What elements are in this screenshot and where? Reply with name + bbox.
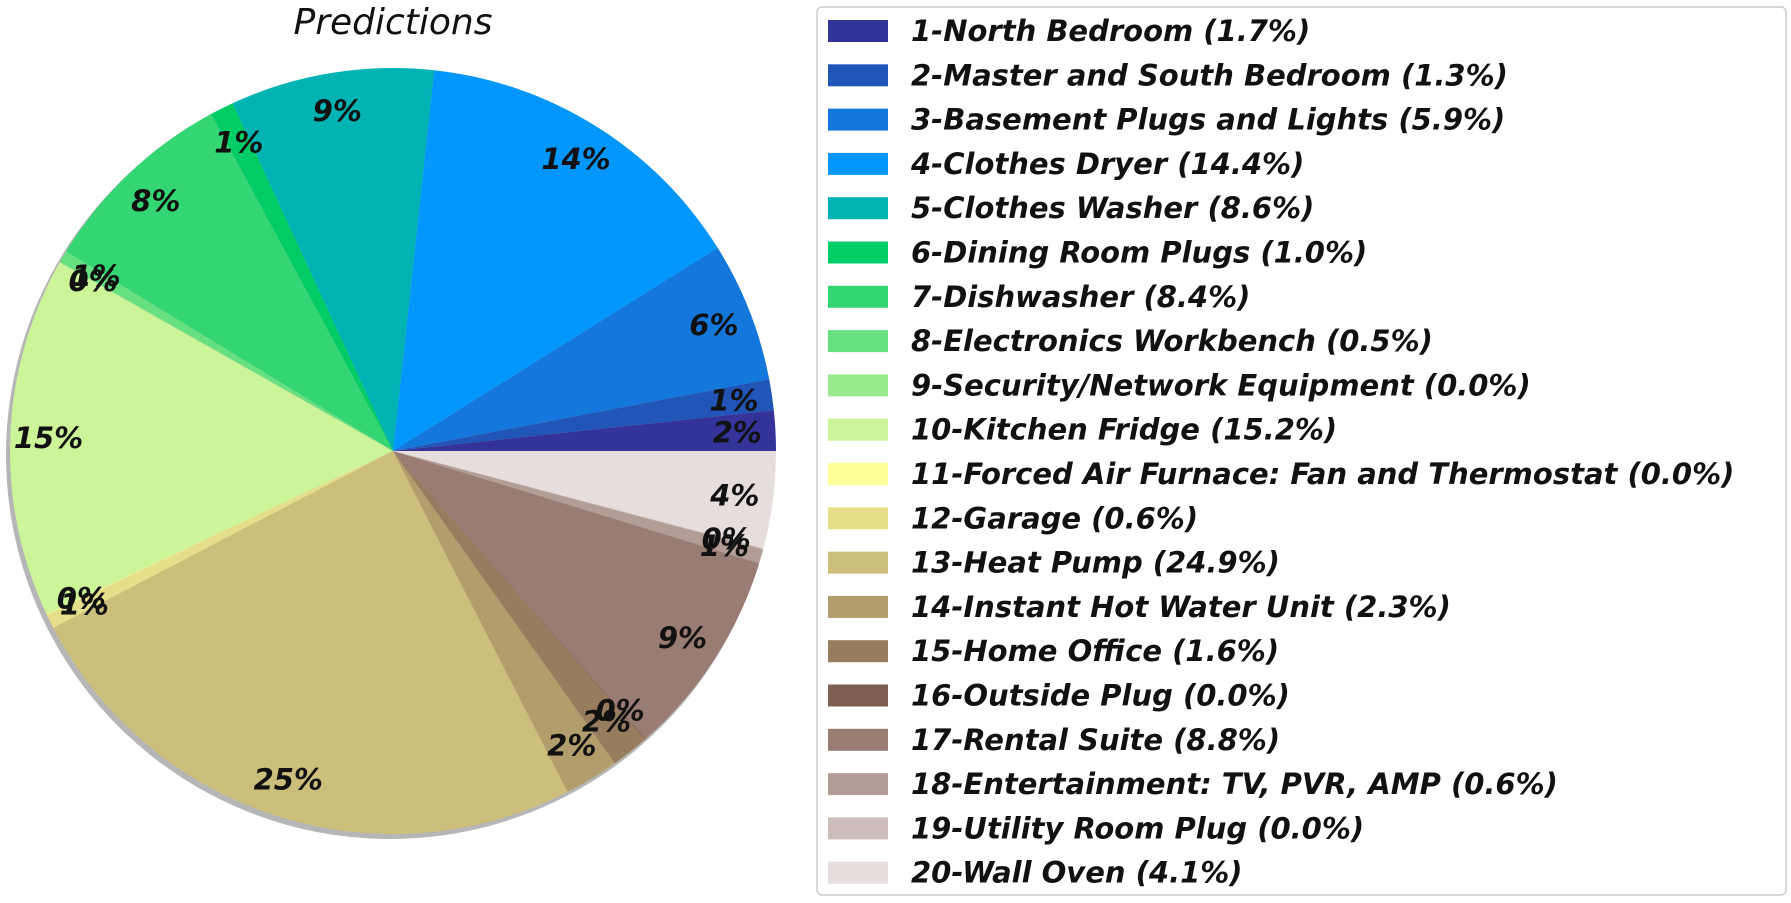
pie-slice (393, 451, 760, 739)
legend-swatch (828, 241, 888, 264)
pie-slice (393, 70, 718, 452)
pie-slice (393, 451, 764, 564)
legend-label: 3-Basement Plugs and Lights (5.9%) (911, 103, 1505, 137)
legend-swatch (828, 197, 888, 220)
pie-slice (211, 103, 393, 451)
slice-label: 1% (214, 126, 263, 160)
legend-label: 14-Instant Hot Water Unit (2.3%) (911, 590, 1451, 624)
slice-label: 1% (71, 259, 120, 293)
pie-slice (232, 67, 435, 451)
legend-label: 5-Clothes Washer (8.6%) (911, 191, 1314, 225)
pie-slice (393, 451, 776, 549)
legend-label: 16-Outside Plug (0.0%) (911, 679, 1290, 713)
legend-label: 8-Electronics Workbench (0.5%) (911, 324, 1433, 358)
legend-label: 6-Dining Room Plugs (1.0%) (911, 236, 1367, 270)
pie-slice (393, 379, 774, 451)
legend-label: 12-Garage (0.6%) (911, 501, 1198, 535)
legend-swatch (828, 507, 888, 530)
legend-swatch (828, 595, 888, 618)
legend-swatch (828, 285, 888, 308)
legend-label: 15-Home Office (1.6%) (911, 634, 1279, 668)
pie-slice (9, 262, 393, 615)
slice-label: 8% (131, 184, 180, 218)
slice-label: 9% (658, 621, 707, 655)
legend-box (816, 6, 1787, 896)
legend-label: 11-Forced Air Furnace: Fan and Thermosta… (911, 457, 1734, 491)
slice-label: 4% (709, 478, 759, 512)
pie-slice (60, 251, 393, 451)
slice-label: 2% (713, 416, 762, 450)
legend-swatch (828, 418, 888, 441)
legend-label: 7-Dishwasher (8.4%) (911, 280, 1250, 314)
legend-swatch (828, 728, 888, 751)
pie-slice (59, 261, 393, 451)
pie-slice (393, 451, 646, 740)
slice-label: 1% (60, 588, 109, 622)
slice-label: 1% (709, 383, 758, 417)
legend-swatch (828, 20, 888, 42)
pie-slice (393, 451, 645, 764)
legend-swatch (828, 817, 888, 840)
legend-swatch (828, 330, 888, 353)
legend-swatch (828, 861, 888, 884)
slice-label: 0% (57, 581, 106, 615)
legend-swatch (828, 463, 888, 485)
legend-label: 1-North Bedroom (1.7%) (911, 14, 1310, 48)
legend-swatch (828, 551, 888, 574)
pie-slice (53, 451, 568, 834)
legend-label: 9-Security/Network Equipment (0.0%) (911, 368, 1531, 402)
pie-slice (393, 410, 776, 451)
legend-label: 4-Clothes Dryer (14.4%) (910, 147, 1304, 181)
pie-slice (46, 451, 394, 616)
chart-title: Predictions (293, 2, 492, 43)
slice-label: 9% (313, 94, 362, 128)
legend: 1-North Bedroom (1.7%) 2-Master and South… (816, 6, 1787, 896)
legend-swatch (828, 152, 888, 175)
legend-swatch (828, 773, 888, 796)
slice-label: 0% (702, 522, 751, 556)
pie-slice (66, 113, 393, 451)
pie-slice (393, 451, 764, 550)
legend-label: 20-Wall Oven (4.1%) (911, 856, 1243, 890)
slice-label: 2% (582, 705, 631, 739)
pie-slice (393, 451, 615, 792)
slice-label: 1% (700, 529, 749, 563)
legend-label: 13-Heat Pump (24.9%) (911, 546, 1280, 580)
legend-label: 2-Master and South Bedroom (1.3%) (911, 58, 1508, 92)
legend-label: 18-Entertainment: TV, PVR, AMP (0.6%) (911, 767, 1558, 801)
legend-label: 10-Kitchen Fridge (15.2%) (911, 413, 1337, 447)
legend-swatch (828, 374, 888, 397)
slice-label: 2% (547, 729, 596, 763)
slice-label: 6% (689, 308, 738, 342)
slice-label: 0% (68, 264, 117, 298)
legend-swatch (828, 640, 888, 663)
legend-swatch (828, 64, 888, 87)
pie-slice (46, 451, 394, 628)
slice-label: 15% (14, 421, 83, 455)
legend-label: 17-Rental Suite (8.8%) (911, 723, 1280, 757)
slice-label: 14% (541, 142, 610, 176)
slice-label: 0% (595, 693, 644, 727)
legend-label: 19-Utility Room Plug (0.0%) (911, 811, 1364, 845)
slice-label: 25% (254, 762, 323, 796)
legend-swatch (828, 108, 888, 131)
legend-swatch (828, 684, 888, 707)
pie-slice (393, 247, 770, 451)
